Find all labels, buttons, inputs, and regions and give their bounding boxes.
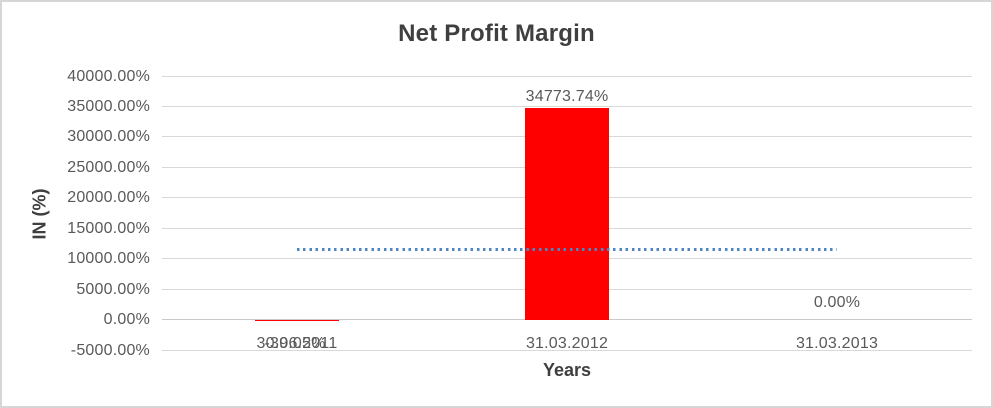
y-axis-tick-label: 0.00% xyxy=(103,311,150,329)
y-axis-tick-label: 20000.00% xyxy=(67,189,150,207)
category-label: 31.03.2012 xyxy=(525,335,609,352)
bar-31.03.2012[interactable] xyxy=(525,107,609,320)
plot-area: 30.06.2011 31.03.2012 31.03.2013 -39.05% 347… xyxy=(162,75,972,352)
gridline xyxy=(162,349,972,351)
y-axis-tick-label: 25000.00% xyxy=(67,158,150,176)
y-axis-tick-label: 15000.00% xyxy=(67,219,150,237)
trendline[interactable] xyxy=(297,247,837,251)
y-axis-tick-label: -5000.00% xyxy=(70,341,150,359)
data-label: -39.05% xyxy=(264,335,326,352)
category-label: 31.03.2013 xyxy=(795,335,879,352)
category-label: 30.06.2011 xyxy=(256,335,338,352)
gridline xyxy=(162,75,972,77)
y-axis-tick-label: 40000.00% xyxy=(67,67,150,85)
chart-title[interactable]: Net Profit Margin xyxy=(398,20,595,47)
zero-axis-line xyxy=(162,319,972,321)
y-axis-tick-label: 5000.00% xyxy=(76,280,150,298)
y-axis-tick-label: 30000.00% xyxy=(67,128,150,146)
x-axis-title: Years xyxy=(542,360,592,380)
gridline xyxy=(162,105,972,107)
data-label: 0.00% xyxy=(813,293,861,311)
y-axis-tick-label: 10000.00% xyxy=(67,250,150,268)
data-label: 34773.74% xyxy=(525,87,609,105)
y-axis-tick-label: 35000.00% xyxy=(67,97,150,115)
bar-30.06.2011[interactable] xyxy=(255,319,339,321)
